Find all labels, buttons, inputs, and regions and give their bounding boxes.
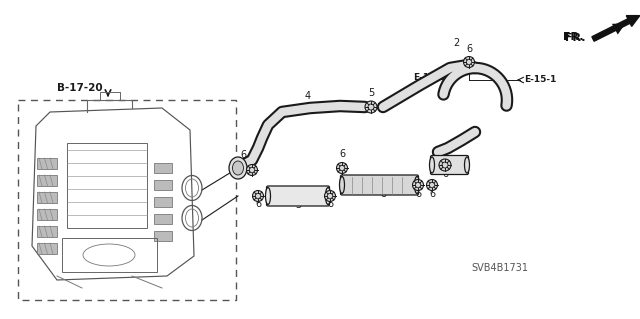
Ellipse shape (339, 176, 344, 194)
Text: 3: 3 (295, 200, 301, 210)
Text: 8: 8 (380, 189, 386, 199)
Circle shape (439, 159, 451, 171)
FancyBboxPatch shape (431, 155, 468, 174)
Bar (37, 226, 57, 237)
Bar (154, 231, 172, 241)
Text: FR.: FR. (563, 32, 583, 42)
Bar (154, 197, 172, 207)
Ellipse shape (232, 161, 243, 175)
Text: SVB4B1731: SVB4B1731 (472, 263, 529, 273)
Text: FR.: FR. (566, 33, 586, 43)
Circle shape (365, 101, 377, 113)
Bar (67, 143, 147, 228)
Circle shape (337, 162, 348, 174)
Bar (154, 180, 172, 190)
FancyArrow shape (592, 16, 640, 41)
Text: E-15-1: E-15-1 (524, 76, 556, 85)
FancyBboxPatch shape (266, 186, 330, 206)
FancyBboxPatch shape (340, 175, 419, 195)
Bar (62, 238, 157, 272)
Text: 6: 6 (442, 169, 448, 179)
Ellipse shape (465, 157, 470, 173)
Bar (37, 192, 57, 203)
Bar (154, 214, 172, 224)
Ellipse shape (429, 157, 435, 173)
Text: 6: 6 (339, 149, 345, 159)
Text: 6: 6 (466, 44, 472, 54)
Circle shape (253, 190, 264, 202)
Text: 4: 4 (305, 91, 311, 101)
Bar (37, 209, 57, 220)
Text: 6: 6 (240, 150, 246, 160)
Circle shape (413, 180, 424, 190)
Ellipse shape (229, 157, 247, 179)
Ellipse shape (266, 188, 271, 204)
Text: 2: 2 (453, 38, 459, 48)
Bar (37, 243, 57, 254)
Text: E-15-11: E-15-11 (413, 73, 452, 82)
Bar (37, 158, 57, 169)
Circle shape (246, 165, 257, 175)
Ellipse shape (415, 176, 419, 194)
Ellipse shape (326, 188, 330, 204)
Text: 6: 6 (429, 189, 435, 199)
Text: 5: 5 (368, 88, 374, 98)
Text: B-17-20: B-17-20 (57, 83, 103, 93)
Circle shape (324, 190, 335, 202)
Bar (154, 163, 172, 173)
Bar (37, 175, 57, 186)
Text: 6: 6 (415, 189, 421, 199)
Text: 6: 6 (255, 199, 261, 209)
Circle shape (463, 56, 474, 68)
Text: 6: 6 (327, 199, 333, 209)
Circle shape (426, 180, 438, 190)
